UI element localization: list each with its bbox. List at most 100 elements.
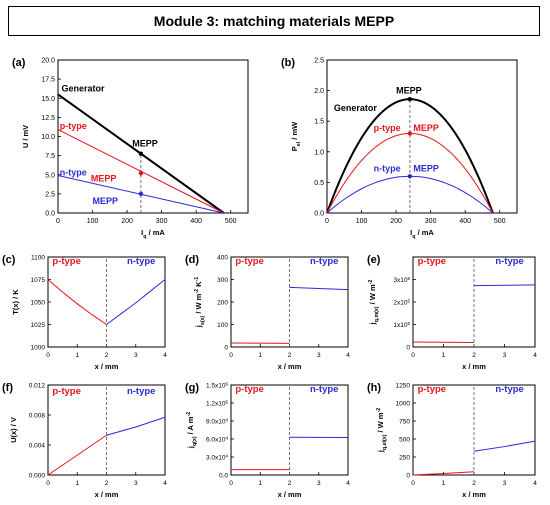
y-tick-label: 400 bbox=[217, 255, 228, 262]
y-tick-label: 12.5 bbox=[41, 115, 55, 122]
x-tick-label: 0 bbox=[229, 352, 233, 359]
x-tick-label: 500 bbox=[494, 218, 506, 225]
x-tick-label: 400 bbox=[459, 218, 471, 225]
panel-label-g: (g) bbox=[185, 382, 199, 394]
y-tick-label: 20.0 bbox=[41, 58, 55, 65]
x-tick-label: 4 bbox=[163, 352, 167, 359]
figure-title-text: Module 3: matching materials MEPP bbox=[153, 13, 395, 29]
y-tick-label: 1075 bbox=[31, 277, 46, 284]
annotation-mepp: MEPP bbox=[132, 138, 158, 148]
y-tick-label: 100 bbox=[217, 322, 228, 329]
panel-label-f: (f) bbox=[2, 382, 13, 394]
chart-h: (h) 0 1 2 3 4 0 250 500 750 1000 1250 x / mm jq,el(x)… bbox=[367, 382, 537, 499]
y-tick-label: 0.0 bbox=[219, 473, 228, 480]
mepp-point bbox=[407, 174, 413, 179]
y-tick-label: 300 bbox=[217, 277, 228, 284]
y-axis-label: Pel / mW bbox=[290, 121, 302, 151]
y-tick-label: 0.000 bbox=[29, 473, 46, 480]
x-tick-label: 3 bbox=[134, 352, 138, 359]
y-tick-label: 3.0x104 bbox=[206, 453, 229, 462]
mepp-point bbox=[138, 171, 144, 176]
series-line-n-type bbox=[106, 279, 166, 325]
annotation-n-type: n-type bbox=[310, 256, 339, 267]
y-axis-label: jq,m(x) / W m-2 bbox=[368, 280, 380, 326]
panel-label-a: (a) bbox=[12, 57, 26, 69]
y-tick-label: 1.2x105 bbox=[206, 399, 229, 408]
x-tick-label: 4 bbox=[346, 352, 350, 359]
annotation-p-type: p-type bbox=[52, 256, 80, 267]
series-line-p-type bbox=[47, 279, 107, 325]
y-tick-label: 1000 bbox=[396, 401, 411, 408]
annotation-mepp: MEPP bbox=[413, 123, 439, 133]
mepp-point bbox=[407, 96, 413, 102]
y-tick-label: 1.5 bbox=[314, 119, 324, 126]
x-tick-label: 100 bbox=[87, 218, 99, 225]
panel-label-h: (h) bbox=[367, 382, 381, 394]
y-tick-label: 1025 bbox=[31, 322, 46, 329]
annotation-p-type: p-type bbox=[374, 123, 401, 133]
series-line-n-type bbox=[473, 440, 536, 452]
y-axis-label: jq(x) / A m-2 bbox=[186, 412, 198, 449]
y-tick-label: 0 bbox=[406, 345, 410, 352]
y-axis-label: js(x) / W m-2 K-1 bbox=[194, 277, 206, 328]
y-tick-label: 1050 bbox=[31, 300, 46, 307]
panel-label-b: (b) bbox=[281, 57, 295, 69]
x-tick-label: 400 bbox=[190, 218, 202, 225]
y-tick-label: 1000 bbox=[31, 345, 46, 352]
x-tick-label: 0 bbox=[325, 218, 329, 225]
annotation-n-type: n-type bbox=[495, 256, 523, 267]
y-tick-label: 0.008 bbox=[29, 413, 46, 420]
y-tick-label: 17.5 bbox=[41, 77, 55, 84]
x-tick-label: 2 bbox=[105, 352, 109, 359]
y-tick-label: 2.5 bbox=[45, 191, 55, 198]
x-tick-label: 0 bbox=[411, 352, 415, 359]
y-tick-label: 200 bbox=[217, 300, 228, 307]
x-axis-label: x / mm bbox=[278, 490, 302, 499]
y-tick-label: 500 bbox=[399, 437, 410, 444]
y-tick-label: 15.0 bbox=[41, 96, 55, 103]
x-tick-label: 4 bbox=[346, 480, 350, 487]
y-tick-label: 0 bbox=[224, 345, 228, 352]
annotation-mepp: MEPP bbox=[396, 86, 422, 96]
x-tick-label: 0 bbox=[46, 480, 50, 487]
y-axis-label: U / mV bbox=[21, 125, 30, 148]
y-tick-label: 0.0 bbox=[314, 211, 324, 218]
x-tick-label: 2 bbox=[288, 480, 292, 487]
x-tick-label: 1 bbox=[442, 352, 446, 359]
x-tick-label: 100 bbox=[356, 218, 368, 225]
x-tick-label: 2 bbox=[472, 352, 476, 359]
y-tick-label: 1100 bbox=[31, 255, 45, 262]
panel-label-e: (e) bbox=[367, 254, 381, 266]
annotation-p-type: p-type bbox=[235, 256, 264, 267]
x-tick-label: 200 bbox=[121, 218, 133, 225]
y-axis-label: jq,el(x) / W m-2 bbox=[376, 408, 388, 453]
y-tick-label: 750 bbox=[399, 419, 410, 426]
annotation-mepp: MEPP bbox=[93, 196, 119, 206]
x-tick-label: 1 bbox=[75, 480, 79, 487]
x-tick-label: 3 bbox=[134, 480, 138, 487]
annotation-n-type: n-type bbox=[495, 384, 523, 395]
chart-f: (f) 0 1 2 3 4 0.000 0.004 0.008 0.012 x / mm U(x) /… bbox=[2, 382, 167, 499]
y-tick-label: 1.5x105 bbox=[206, 381, 229, 390]
y-tick-label: 0.0 bbox=[45, 211, 55, 218]
mepp-point bbox=[138, 151, 144, 156]
y-tick-label: 3x105 bbox=[393, 276, 410, 285]
chart-c: (c) 0 1 2 3 4 1000 1025 1050 1075 1100 x / mm T(x) /… bbox=[2, 254, 167, 371]
y-tick-label: 250 bbox=[399, 455, 410, 462]
series-line-n-type bbox=[289, 286, 349, 291]
annotation-p-type: p-type bbox=[52, 386, 80, 397]
mepp-point bbox=[138, 191, 144, 197]
x-axis-label: x / mm bbox=[95, 490, 119, 499]
annotation-p-type: p-type bbox=[418, 256, 447, 267]
y-axis-label: T(x) / K bbox=[11, 289, 20, 315]
x-tick-label: 4 bbox=[533, 480, 537, 487]
y-tick-label: 1250 bbox=[396, 383, 411, 390]
chart-d: (d) 0 1 2 3 4 0 100 200 300 400 x / mm js(x) / W m-2… bbox=[185, 254, 350, 371]
y-tick-label: 9.0x104 bbox=[206, 417, 229, 426]
y-tick-label: 5.0 bbox=[45, 172, 55, 179]
mepp-point bbox=[407, 131, 413, 136]
x-axis-label: Iq / mA bbox=[410, 228, 434, 240]
x-tick-label: 300 bbox=[156, 218, 168, 225]
x-tick-label: 3 bbox=[503, 480, 507, 487]
